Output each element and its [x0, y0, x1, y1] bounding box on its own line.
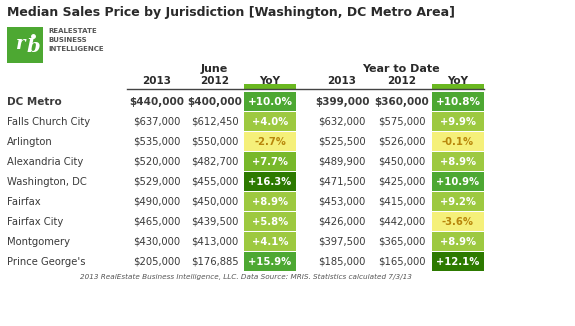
Bar: [432, 92, 484, 111]
Bar: [244, 232, 296, 251]
Bar: [244, 112, 296, 131]
Text: $450,000: $450,000: [378, 157, 426, 167]
Text: $526,000: $526,000: [378, 137, 426, 147]
Text: Alexandria City: Alexandria City: [7, 157, 83, 167]
Text: $489,900: $489,900: [319, 157, 366, 167]
Text: +9.2%: +9.2%: [440, 197, 476, 207]
Text: $185,000: $185,000: [319, 257, 366, 267]
Text: $465,000: $465,000: [133, 217, 181, 227]
Text: +9.9%: +9.9%: [440, 117, 476, 127]
Bar: [432, 152, 484, 171]
Text: +12.1%: +12.1%: [436, 257, 480, 267]
Text: -2.7%: -2.7%: [254, 137, 286, 147]
Text: +5.8%: +5.8%: [252, 217, 288, 227]
Text: +8.9%: +8.9%: [252, 197, 288, 207]
Text: $525,500: $525,500: [318, 137, 366, 147]
Text: $529,000: $529,000: [133, 177, 181, 187]
Text: $365,000: $365,000: [378, 237, 426, 247]
Text: +8.9%: +8.9%: [440, 237, 476, 247]
Text: DC Metro: DC Metro: [7, 97, 62, 107]
Text: $535,000: $535,000: [133, 137, 181, 147]
Text: +4.1%: +4.1%: [252, 237, 288, 247]
Text: $413,000: $413,000: [191, 237, 239, 247]
Text: +8.9%: +8.9%: [440, 157, 476, 167]
Text: +16.3%: +16.3%: [248, 177, 292, 187]
Text: $637,000: $637,000: [133, 117, 181, 127]
Text: $453,000: $453,000: [319, 197, 366, 207]
Bar: [432, 192, 484, 211]
Text: Falls Church City: Falls Church City: [7, 117, 90, 127]
Text: Washington, DC: Washington, DC: [7, 177, 87, 187]
Bar: [432, 112, 484, 131]
Text: r: r: [16, 35, 25, 53]
Text: YoY: YoY: [259, 76, 281, 86]
Text: June: June: [200, 64, 228, 74]
Bar: [244, 192, 296, 211]
Text: +7.7%: +7.7%: [252, 157, 288, 167]
Text: -0.1%: -0.1%: [442, 137, 474, 147]
Text: REALESTATE: REALESTATE: [48, 28, 97, 34]
Text: $176,885: $176,885: [191, 257, 239, 267]
Text: $430,000: $430,000: [133, 237, 181, 247]
Text: $360,000: $360,000: [375, 97, 430, 107]
Text: Arlington: Arlington: [7, 137, 53, 147]
Text: Prince George's: Prince George's: [7, 257, 86, 267]
Text: YoY: YoY: [447, 76, 469, 86]
Text: Year to Date: Year to Date: [362, 64, 439, 74]
Bar: [432, 132, 484, 151]
Text: 2012: 2012: [388, 76, 416, 86]
Text: $550,000: $550,000: [191, 137, 239, 147]
Text: $471,500: $471,500: [318, 177, 366, 187]
Bar: [244, 212, 296, 231]
Text: $455,000: $455,000: [191, 177, 239, 187]
Text: +10.8%: +10.8%: [435, 97, 481, 107]
Text: $490,000: $490,000: [133, 197, 181, 207]
Text: $425,000: $425,000: [378, 177, 426, 187]
Text: 2013 RealEstate Business Intelligence, LLC. Data Source: MRIS. Statistics calcul: 2013 RealEstate Business Intelligence, L…: [79, 274, 412, 280]
Bar: [432, 232, 484, 251]
Text: $612,450: $612,450: [191, 117, 239, 127]
Bar: [432, 172, 484, 191]
Text: Fairfax: Fairfax: [7, 197, 41, 207]
Text: 2013: 2013: [328, 76, 356, 86]
Text: $520,000: $520,000: [133, 157, 181, 167]
Text: +10.0%: +10.0%: [247, 97, 293, 107]
Bar: [244, 92, 296, 111]
Text: $439,500: $439,500: [191, 217, 239, 227]
Bar: [432, 84, 484, 89]
Text: $442,000: $442,000: [378, 217, 426, 227]
Text: $440,000: $440,000: [129, 97, 185, 107]
Text: 2012: 2012: [201, 76, 229, 86]
Text: +10.9%: +10.9%: [436, 177, 480, 187]
Bar: [432, 212, 484, 231]
Text: Median Sales Price by Jurisdiction [Washington, DC Metro Area]: Median Sales Price by Jurisdiction [Wash…: [7, 6, 455, 19]
Text: $632,000: $632,000: [319, 117, 366, 127]
Text: $575,000: $575,000: [378, 117, 426, 127]
Text: INTELLIGENCE: INTELLIGENCE: [48, 46, 104, 52]
Text: $400,000: $400,000: [187, 97, 243, 107]
Text: Fairfax City: Fairfax City: [7, 217, 63, 227]
Text: $450,000: $450,000: [191, 197, 239, 207]
Text: b: b: [26, 38, 40, 56]
Bar: [244, 84, 296, 89]
Text: $399,000: $399,000: [315, 97, 369, 107]
Bar: [244, 132, 296, 151]
Text: -3.6%: -3.6%: [442, 217, 474, 227]
Text: +15.9%: +15.9%: [248, 257, 292, 267]
Text: $165,000: $165,000: [378, 257, 426, 267]
Bar: [244, 152, 296, 171]
Text: $482,700: $482,700: [191, 157, 239, 167]
Bar: [244, 252, 296, 271]
Text: $426,000: $426,000: [319, 217, 366, 227]
Text: Montgomery: Montgomery: [7, 237, 70, 247]
Bar: [432, 252, 484, 271]
Bar: [7, 27, 43, 63]
Text: $397,500: $397,500: [318, 237, 366, 247]
Bar: [244, 172, 296, 191]
Text: 2013: 2013: [143, 76, 171, 86]
Text: +4.0%: +4.0%: [252, 117, 288, 127]
Text: $415,000: $415,000: [378, 197, 426, 207]
Text: BUSINESS: BUSINESS: [48, 37, 87, 43]
Text: $205,000: $205,000: [133, 257, 181, 267]
